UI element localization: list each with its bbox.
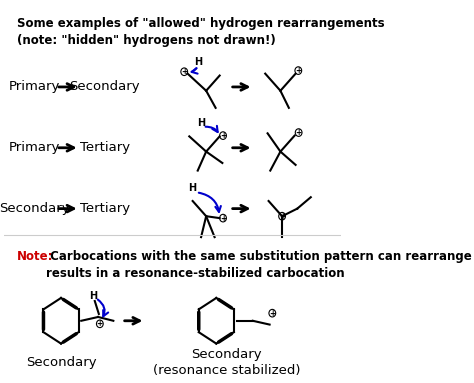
Text: +: +	[220, 214, 226, 223]
Text: Some examples of "allowed" hydrogen rearrangements
(note: "hidden" hydrogens not: Some examples of "allowed" hydrogen rear…	[17, 16, 385, 47]
Text: H: H	[194, 57, 202, 67]
Text: H: H	[89, 291, 97, 301]
Text: Secondary: Secondary	[70, 80, 140, 93]
Text: +: +	[181, 67, 187, 76]
Text: Secondary
(resonance stabilized): Secondary (resonance stabilized)	[153, 348, 300, 377]
Text: H: H	[189, 183, 197, 193]
Text: +: +	[279, 212, 285, 221]
Text: H: H	[197, 118, 205, 128]
Text: +: +	[97, 319, 103, 328]
Text: Secondary: Secondary	[26, 356, 96, 369]
Text: Note:: Note:	[17, 250, 54, 264]
Text: Secondary: Secondary	[0, 202, 69, 215]
Text: +: +	[295, 128, 302, 137]
Text: Carbocations with the same substitution pattern can rearrange if it
results in a: Carbocations with the same substitution …	[46, 250, 474, 280]
Text: +: +	[220, 131, 226, 140]
Text: Primary: Primary	[9, 80, 60, 93]
Text: Tertiary: Tertiary	[80, 141, 130, 154]
Text: Primary: Primary	[9, 141, 60, 154]
Text: Tertiary: Tertiary	[80, 202, 130, 215]
Text: +: +	[295, 66, 301, 75]
Text: +: +	[269, 309, 275, 318]
